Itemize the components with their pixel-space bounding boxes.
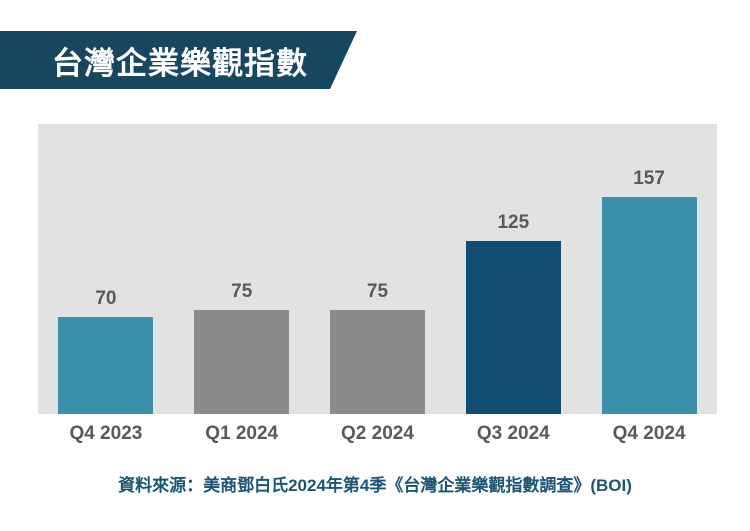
title-banner: 台灣企業樂觀指數 [0,31,357,89]
bar-q4-2024 [601,197,697,414]
x-axis-label-q1-2024: Q1 2024 [205,423,279,444]
bar-column-q2-2024: 75 [310,282,446,414]
bar-value-label: 70 [95,288,117,309]
bar-q2-2024 [329,310,425,414]
bar-column-q4-2023: 70 [38,289,174,414]
x-axis-label-q4-2024: Q4 2024 [612,423,686,444]
x-axis-label-q3-2024: Q3 2024 [476,423,550,444]
bar-q3-2024 [465,241,561,414]
bar-q4-2023 [58,317,154,414]
bar-column-q3-2024: 125 [445,213,581,414]
bar-value-label: 75 [231,281,253,302]
x-axis-labels: Q4 2023 Q1 2024 Q2 2024 Q3 2024 Q4 2024 [38,423,717,445]
bar-column-q4-2024: 157 [581,169,717,414]
source-note: 資料來源：美商鄧白氏2024年第4季《台灣企業樂觀指數調查》(BOI) [118,476,632,495]
x-axis-label-q2-2024: Q2 2024 [341,423,414,444]
bar-value-label: 157 [633,168,665,189]
bar-chart: 70 75 75 125 157 Q4 2023 Q1 2024 Q2 2024 Q3 202… [38,124,717,445]
chart-plot-area: 70 75 75 125 157 [38,124,717,414]
bar-value-label: 75 [366,281,389,302]
bar-q1-2024 [194,310,290,414]
bar-value-label: 125 [497,212,530,233]
bar-column-q1-2024: 75 [174,282,310,414]
x-axis-label-q4-2023: Q4 2023 [69,423,143,444]
page-title: 台灣企業樂觀指數 [52,45,308,81]
